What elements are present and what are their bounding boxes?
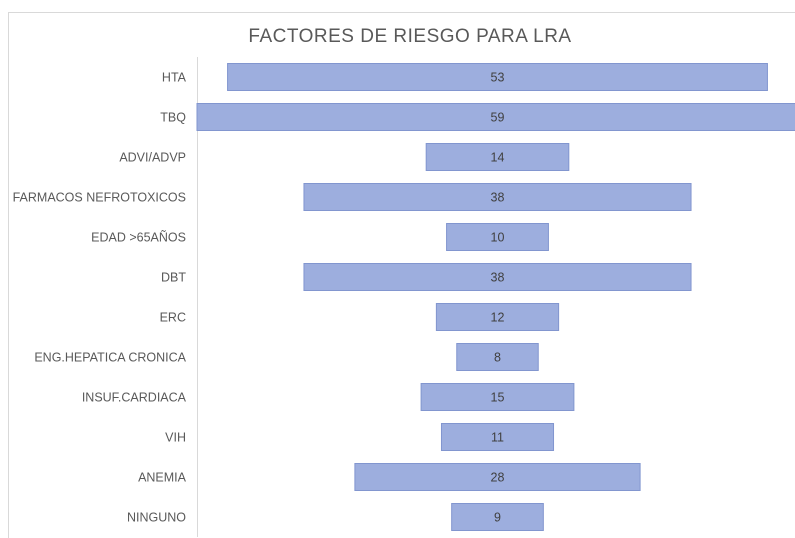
category-label: ADVI/ADVP xyxy=(119,150,186,164)
category-label: TBQ xyxy=(160,110,186,124)
data-label: 38 xyxy=(491,270,505,284)
category-label: ANEMIA xyxy=(138,470,187,484)
funnel-bar xyxy=(425,143,570,171)
category-label: EDAD >65AÑOS xyxy=(91,230,186,244)
funnel-bar xyxy=(303,183,692,211)
category-label: INSUF.CARDIACA xyxy=(82,390,187,404)
data-label: 12 xyxy=(491,310,505,324)
category-label: NINGUNO xyxy=(127,510,186,524)
chart-title: FACTORES DE RIESGO PARA LRA xyxy=(248,26,571,47)
data-label: 28 xyxy=(491,470,505,484)
funnel-bar xyxy=(227,63,768,91)
funnel-bar xyxy=(456,343,539,371)
data-label: 10 xyxy=(491,230,505,244)
category-label: VIH xyxy=(165,430,186,444)
data-label: 15 xyxy=(491,390,505,404)
funnel-bar xyxy=(451,503,544,531)
category-label: ENG.HEPATICA CRONICA xyxy=(34,350,186,364)
funnel-bar xyxy=(420,383,575,411)
data-label: 59 xyxy=(491,110,505,124)
funnel-bar xyxy=(354,463,641,491)
data-label: 53 xyxy=(491,70,505,84)
data-label: 9 xyxy=(494,510,501,524)
category-label: DBT xyxy=(161,270,186,284)
funnel-bar xyxy=(435,303,560,331)
data-label: 14 xyxy=(491,150,505,164)
category-label: HTA xyxy=(162,70,187,84)
funnel-bar xyxy=(446,223,549,251)
data-label: 38 xyxy=(491,190,505,204)
funnel-bar xyxy=(196,103,795,131)
funnel-bar xyxy=(440,423,555,451)
category-label: ERC xyxy=(160,310,186,324)
data-label: 8 xyxy=(494,350,501,364)
category-label: FARMACOS NEFROTOXICOS xyxy=(13,190,186,204)
funnel-bar xyxy=(303,263,692,291)
data-label: 11 xyxy=(491,430,504,444)
